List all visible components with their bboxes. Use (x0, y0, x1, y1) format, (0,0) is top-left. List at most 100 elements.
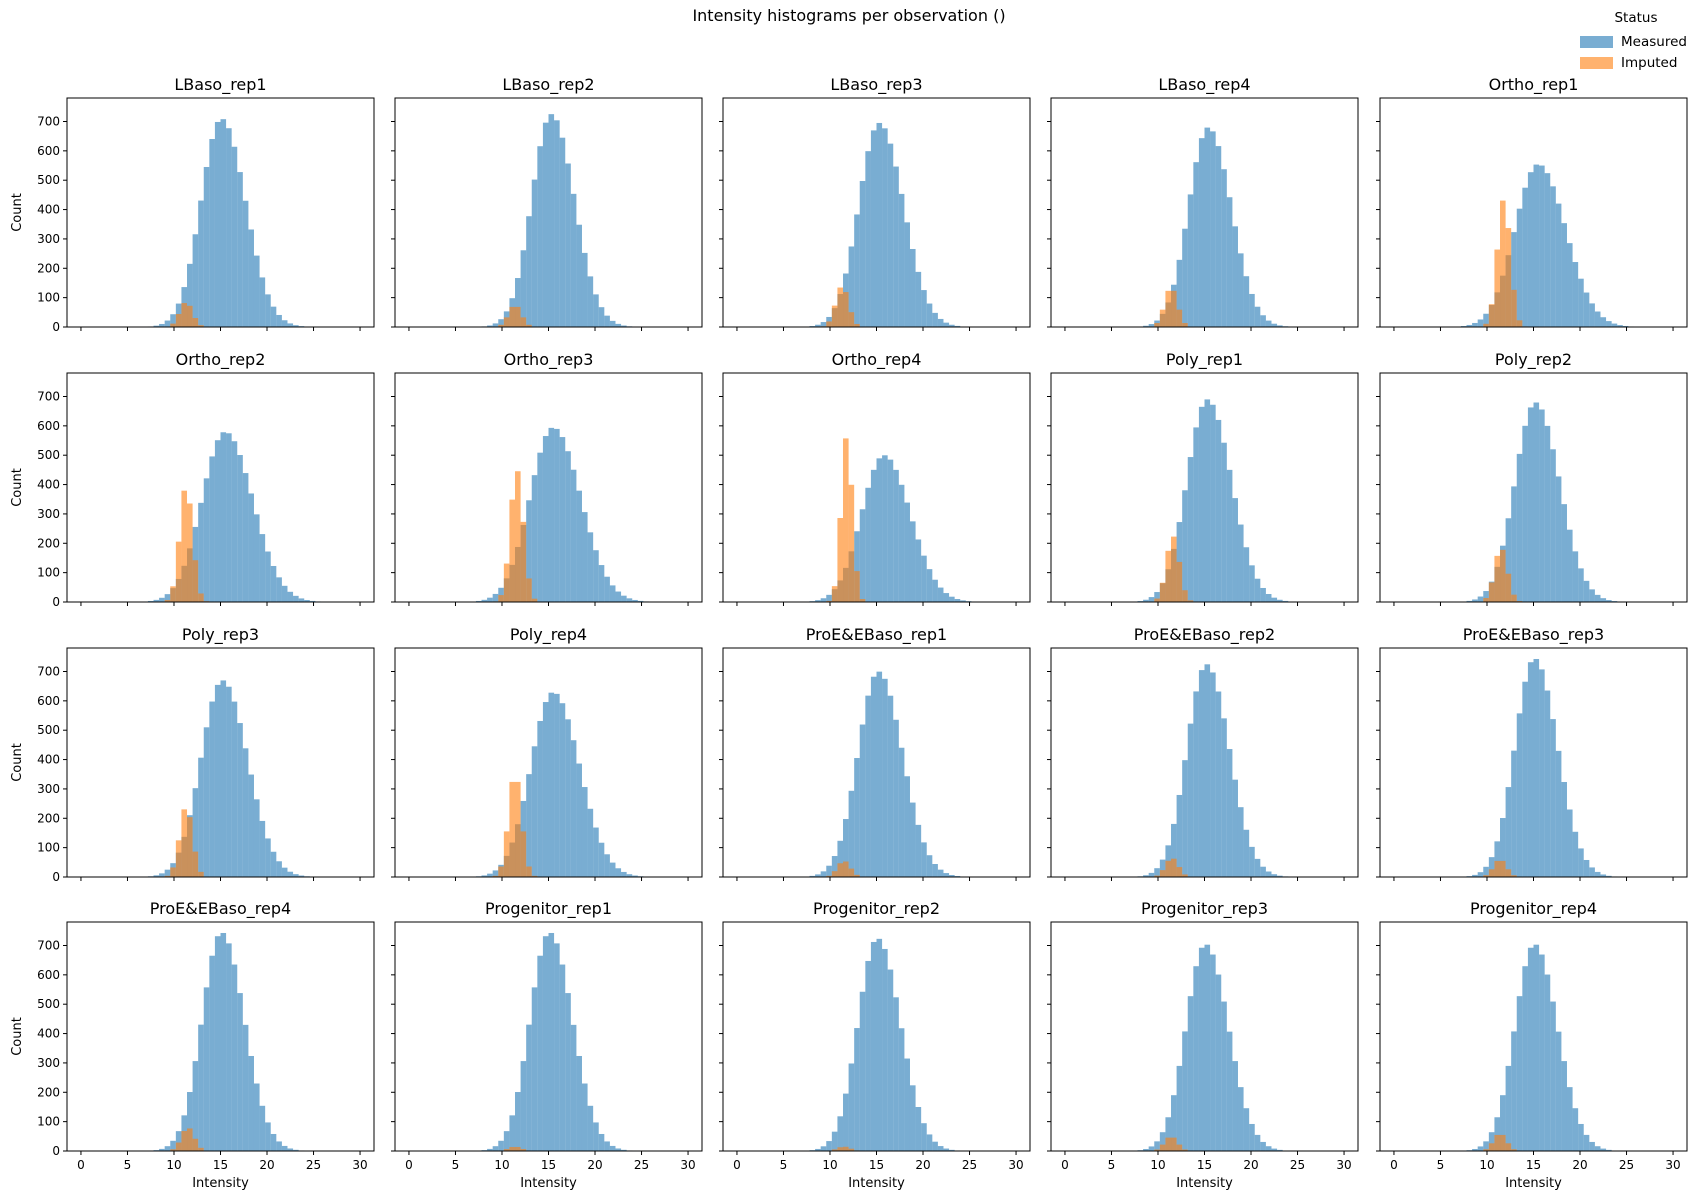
y-tick-label: 0 (52, 595, 60, 609)
measured-bar (1466, 324, 1473, 327)
x-tick-label: 0 (77, 1158, 85, 1172)
x-tick-label: 10 (494, 1158, 509, 1172)
measured-bar (231, 441, 238, 602)
measured-bar (949, 596, 955, 602)
measured-bar (293, 325, 299, 327)
measured-bar (893, 469, 899, 602)
measured-bar (854, 758, 860, 877)
imputed-bar (181, 303, 188, 327)
measured-bar (921, 555, 927, 602)
measured-bar (1600, 874, 1607, 877)
subplot-8: Ortho_rep4 (719, 350, 1031, 606)
imputed-bar (181, 490, 188, 602)
x-tick-label: 25 (1290, 1158, 1305, 1172)
measured-bar (598, 1133, 605, 1151)
imputed-bar (1176, 561, 1183, 602)
legend-entry-measured: Measured (1580, 31, 1692, 52)
measured-bar (870, 130, 877, 327)
subplot-title: ProE&EBaso_rep3 (1463, 625, 1604, 645)
measured-bar (293, 874, 299, 877)
imputed-bar (848, 484, 855, 602)
measured-bar (1198, 947, 1205, 1151)
measured-bar (887, 969, 894, 1151)
measured-bar (1249, 1123, 1255, 1151)
measured-bar (559, 137, 566, 327)
measured-bar (581, 252, 588, 327)
measured-bar (1522, 425, 1528, 602)
measured-bar (1527, 662, 1534, 877)
measured-bar (876, 458, 883, 602)
measured-bar (220, 680, 227, 877)
subplot-title: Poly_rep1 (1166, 350, 1243, 370)
measured-bar (1483, 866, 1489, 877)
x-tick-label: 5 (1437, 1158, 1445, 1172)
x-axis-label: Intensity (1176, 1176, 1233, 1191)
measured-bar (1594, 871, 1601, 877)
measured-bar (1260, 1141, 1266, 1151)
measured-bar (831, 1131, 838, 1151)
measured-bar (604, 315, 610, 327)
imputed-bar (1505, 228, 1512, 327)
measured-bar (270, 306, 277, 327)
y-axis-label: Count (10, 193, 25, 232)
y-tick-label: 200 (37, 811, 60, 825)
measured-bar (826, 865, 832, 877)
subplot-18: Progenitor_rep2 0 5 10 15 20 25 30 Intensity (719, 899, 1031, 1191)
measured-bar (1232, 226, 1238, 327)
x-tick-label: 15 (213, 1158, 228, 1172)
subplot-title: LBaso_rep2 (502, 75, 594, 95)
measured-bar (203, 727, 210, 877)
measured-bar (1527, 172, 1534, 327)
measured-bar (559, 437, 566, 602)
measured-bar (826, 1141, 832, 1151)
measured-bar (1187, 996, 1194, 1151)
measured-bar (1566, 529, 1573, 602)
measured-bar (1265, 320, 1272, 327)
measured-bar (1271, 597, 1278, 602)
imputed-bar (837, 1147, 844, 1151)
measured-bar (1260, 587, 1266, 602)
measured-bar (1143, 599, 1149, 602)
imputed-bar (503, 317, 510, 327)
measured-bar (265, 838, 271, 877)
y-tick-label: 400 (37, 203, 60, 217)
measured-bar (1516, 208, 1523, 327)
imputed-bar (492, 875, 499, 877)
measured-bar (570, 1024, 577, 1151)
measured-bar (1243, 829, 1250, 877)
x-axis-label: Intensity (520, 1176, 577, 1191)
measured-bar (1600, 317, 1607, 327)
subplot-7: Ortho_rep3 (391, 350, 703, 606)
measured-bar (1187, 194, 1194, 327)
imputed-bar (1488, 1143, 1495, 1151)
imputed-bar (854, 874, 860, 877)
measured-bar (626, 598, 633, 602)
measured-bar (293, 1149, 299, 1151)
measured-bar (637, 600, 644, 602)
measured-bar (882, 455, 888, 602)
measured-bar (576, 1055, 582, 1151)
x-tick-label: 25 (306, 1158, 321, 1172)
measured-bar (548, 427, 555, 602)
measured-bar (209, 955, 215, 1151)
measured-bar (248, 493, 254, 602)
measured-bar (1594, 1146, 1601, 1151)
y-tick-label: 600 (37, 419, 60, 433)
measured-bar (593, 294, 599, 327)
measured-bar (1182, 760, 1188, 877)
measured-bar (242, 748, 249, 877)
measured-bar (1578, 278, 1584, 327)
measured-bar (848, 246, 855, 327)
subplot-4: LBaso_rep4 (1047, 75, 1359, 331)
imputed-bar (187, 503, 193, 602)
imputed-bar (1154, 598, 1160, 602)
measured-bar (926, 1134, 933, 1151)
measured-bar (1522, 966, 1528, 1151)
measured-bar (915, 824, 922, 877)
measured-bar (1159, 859, 1166, 877)
measured-bar (159, 323, 165, 327)
measured-bar (1472, 1149, 1478, 1151)
measured-bar (259, 534, 266, 602)
y-tick-label: 100 (37, 566, 60, 580)
